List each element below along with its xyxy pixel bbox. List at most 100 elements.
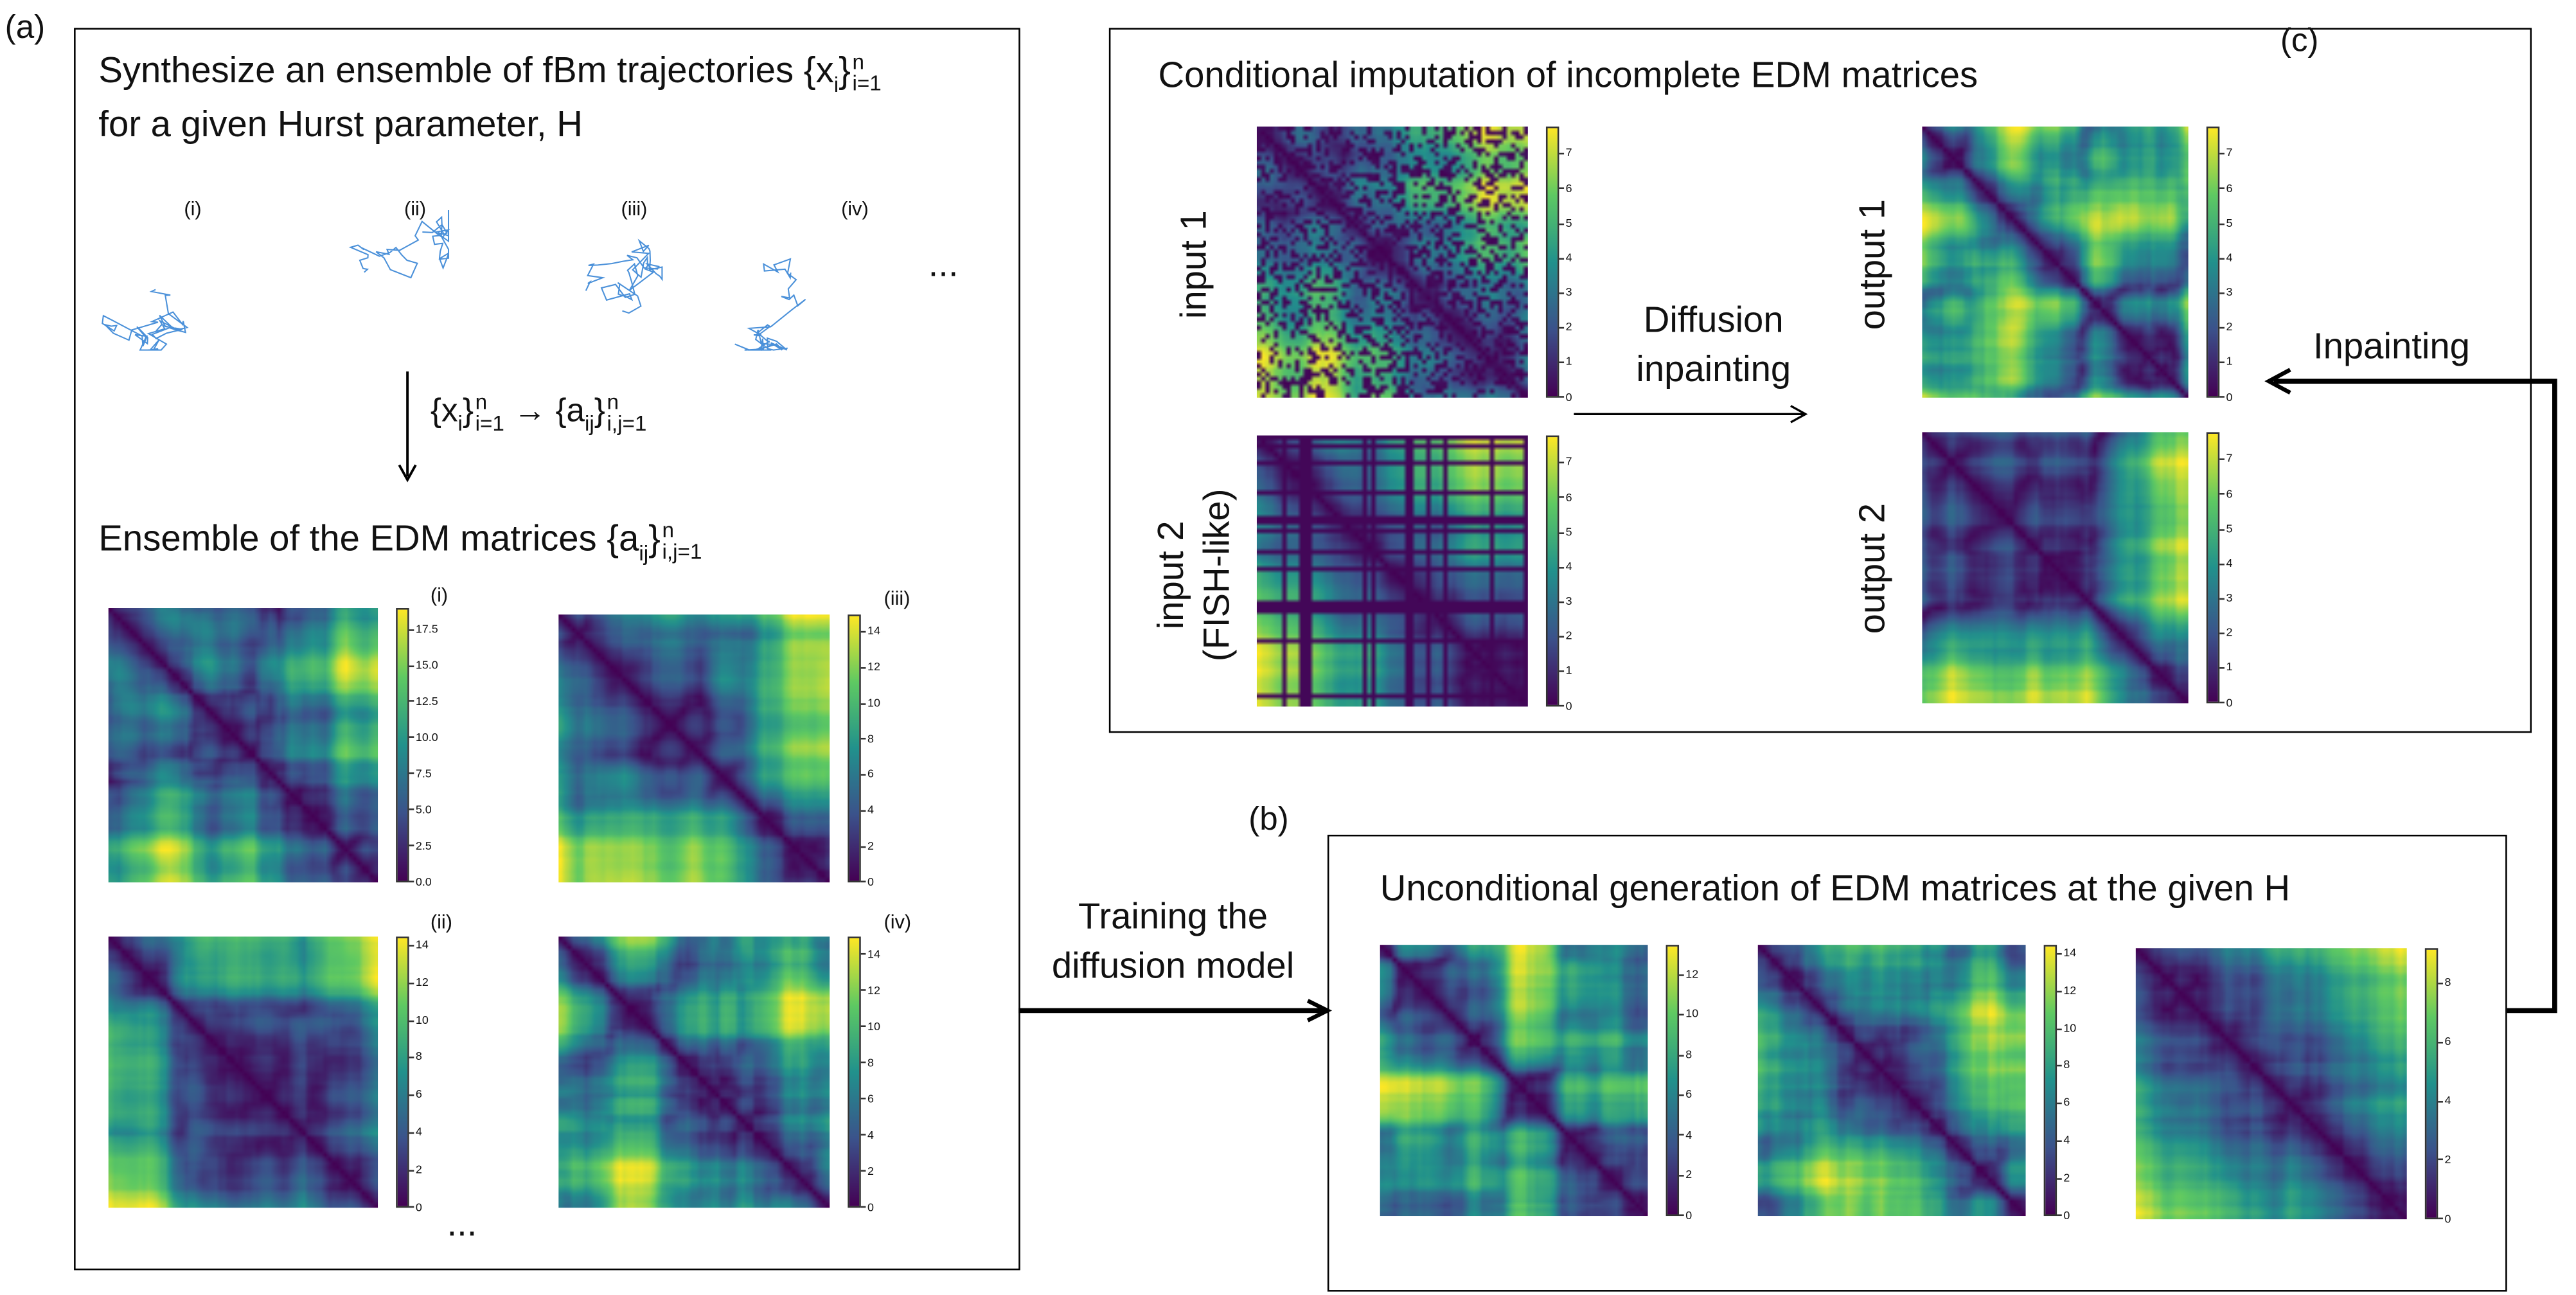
edm-ensemble-title: Ensemble of the EDM matrices {aij} n i,j=1 [98, 517, 702, 566]
edm-matrix-ii-colorbar [396, 936, 409, 1208]
trajectory-label-iii: (iii) [621, 197, 648, 220]
generated-matrix-1-colorbar-tick: 0 [1679, 1210, 1692, 1222]
edm-matrix-i-colorbar-tick: 2.5 [409, 841, 432, 852]
output1-matrix-colorbar-tick: 5 [2219, 218, 2232, 229]
panel-b-title: Unconditional generation of EDM matrices… [1380, 867, 2291, 909]
edm-matrix-ii-colorbar-tick: 4 [409, 1127, 422, 1139]
generated-matrix-2-colorbar-tick: 10 [2057, 1023, 2076, 1035]
panel-a-label: (a) [4, 10, 46, 46]
input1-matrix-colorbar [1545, 126, 1559, 398]
edm-matrix-i-colorbar-tick: 15.0 [409, 660, 438, 672]
input2-matrix-colorbar-tick: 5 [1559, 527, 1572, 539]
input1-matrix-colorbar-tick: 0 [1559, 392, 1572, 404]
output2-matrix-colorbar-tick: 0 [2219, 697, 2232, 709]
training-label: Training the diffusion model [1051, 895, 1295, 987]
input2-matrix-colorbar-tick: 6 [1559, 492, 1572, 504]
edm-matrix-iv-colorbar-tick: 2 [861, 1166, 874, 1177]
output2-matrix-colorbar-tick: 5 [2219, 524, 2232, 535]
generated-matrix-2-colorbar-tick: 4 [2057, 1136, 2070, 1147]
generated-matrix-1-colorbar [1666, 945, 1680, 1217]
output1-matrix-colorbar-tick: 4 [2219, 253, 2232, 264]
panel-a-title-line2: for a given Hurst parameter, H [98, 103, 583, 145]
output2-matrix-colorbar-tick: 7 [2219, 454, 2232, 466]
edm-matrix-iii-colorbar-tick: 0 [861, 877, 874, 888]
edm-matrix-i-colorbar-tick: 7.5 [409, 769, 432, 780]
input2-matrix-colorbar-tick: 2 [1559, 631, 1572, 643]
trajectory-label-i: (i) [184, 197, 202, 220]
output2-matrix-colorbar-tick: 3 [2219, 593, 2232, 605]
edm-matrix-i-colorbar [396, 608, 409, 883]
input1-matrix-colorbar-tick: 4 [1559, 253, 1572, 264]
edm-matrix-iii-colorbar-tick: 8 [861, 734, 874, 746]
panel-b-box [1327, 834, 2507, 1292]
edm-matrix-ii-colorbar-tick: 0 [409, 1202, 422, 1213]
output2-matrix-colorbar-tick: 1 [2219, 663, 2232, 674]
generated-matrix-2-colorbar-tick: 14 [2057, 949, 2076, 960]
panel-b-label: (b) [1248, 801, 1289, 838]
edm-matrix-iv-colorbar-tick: 0 [861, 1202, 874, 1213]
generated-matrix-2-colorbar [2043, 945, 2057, 1217]
generated-matrix-3-colorbar-tick: 2 [2438, 1154, 2451, 1166]
edm-matrix-ii-colorbar-tick: 6 [409, 1090, 422, 1102]
generated-matrix-2 [1757, 945, 2026, 1217]
generated-matrix-2-colorbar-tick: 6 [2057, 1098, 2070, 1110]
output1-matrix-colorbar-tick: 6 [2219, 183, 2232, 195]
generated-matrix-3-colorbar-tick: 0 [2438, 1213, 2451, 1225]
training-arrow-icon [1018, 999, 1333, 1023]
input2-label: input 2 (FISH-like) [1150, 488, 1238, 662]
matrix-label-iv: (iv) [884, 910, 912, 934]
down-arrow-icon [398, 371, 417, 483]
generated-matrix-1-colorbar-tick: 2 [1679, 1170, 1692, 1182]
edm-matrix-i-colorbar-tick: 10.0 [409, 732, 438, 744]
output1-matrix-colorbar-tick: 7 [2219, 148, 2232, 160]
edm-matrix-iii [558, 614, 830, 883]
generated-matrix-1-colorbar-tick: 6 [1679, 1090, 1692, 1102]
output2-matrix-colorbar [2206, 432, 2220, 704]
generated-matrix-2-colorbar-tick: 8 [2057, 1060, 2070, 1072]
output2-matrix [1922, 432, 2189, 704]
edm-matrix-iv [558, 936, 830, 1208]
input1-matrix-colorbar-tick: 2 [1559, 323, 1572, 334]
edm-matrix-ii-colorbar-tick: 12 [409, 978, 429, 989]
output1-matrix-colorbar-tick: 0 [2219, 392, 2232, 404]
diffusion-inpainting-label: Diffusion inpainting [1636, 299, 1791, 389]
generated-matrix-1-colorbar-tick: 8 [1679, 1049, 1692, 1061]
generated-matrix-2-colorbar-tick: 2 [2057, 1173, 2070, 1184]
edm-matrix-iii-colorbar-tick: 4 [861, 805, 874, 817]
output1-matrix-colorbar-tick: 2 [2219, 323, 2232, 334]
output2-matrix-colorbar-tick: 6 [2219, 489, 2232, 501]
edm-matrix-ii-colorbar-tick: 10 [409, 1015, 429, 1026]
generated-matrix-1-colorbar-tick: 4 [1679, 1130, 1692, 1141]
trajectory-1 [102, 289, 189, 351]
edm-matrix-ii-colorbar-tick: 8 [409, 1053, 422, 1064]
trajectory-label-ii: (ii) [404, 197, 427, 220]
edm-matrix-iii-colorbar-tick: 10 [861, 698, 880, 710]
trajectories [102, 210, 806, 351]
edm-matrix-i-colorbar-tick: 12.5 [409, 696, 438, 708]
output1-matrix-colorbar-tick: 3 [2219, 288, 2232, 299]
input1-matrix [1256, 126, 1528, 398]
inpainting-loop-arrow-icon [2264, 368, 2557, 1014]
edm-matrix-iv-colorbar-tick: 10 [861, 1021, 880, 1033]
input2-matrix-colorbar-tick: 1 [1559, 666, 1572, 677]
generated-matrix-1 [1380, 945, 1648, 1217]
input1-label: input 1 [1173, 210, 1214, 319]
edm-matrix-iii-colorbar-tick: 14 [861, 627, 880, 638]
generated-matrix-2-colorbar-tick: 12 [2057, 986, 2076, 997]
matrices-ellipsis: ... [447, 1202, 477, 1244]
input2-matrix-colorbar-tick: 3 [1559, 596, 1572, 608]
edm-matrix-iv-colorbar-tick: 8 [861, 1057, 874, 1069]
generated-matrix-3-colorbar-tick: 4 [2438, 1096, 2451, 1107]
edm-matrix-iv-colorbar-tick: 4 [861, 1130, 874, 1141]
generated-matrix-1-colorbar-tick: 12 [1679, 969, 1698, 981]
input1-matrix-colorbar-tick: 5 [1559, 218, 1572, 229]
edm-matrix-ii-colorbar-tick: 2 [409, 1165, 422, 1176]
panel-a-title-line1: Synthesize an ensemble of fBm trajectori… [98, 49, 882, 97]
edm-matrix-iv-colorbar-tick: 14 [861, 949, 880, 961]
trajectory-2 [348, 210, 450, 279]
edm-matrix-ii-colorbar-tick: 14 [409, 940, 429, 952]
input1-matrix-colorbar-tick: 7 [1559, 148, 1572, 160]
generated-matrix-1-colorbar-tick: 10 [1679, 1010, 1698, 1021]
edm-matrix-iii-colorbar [848, 614, 861, 883]
